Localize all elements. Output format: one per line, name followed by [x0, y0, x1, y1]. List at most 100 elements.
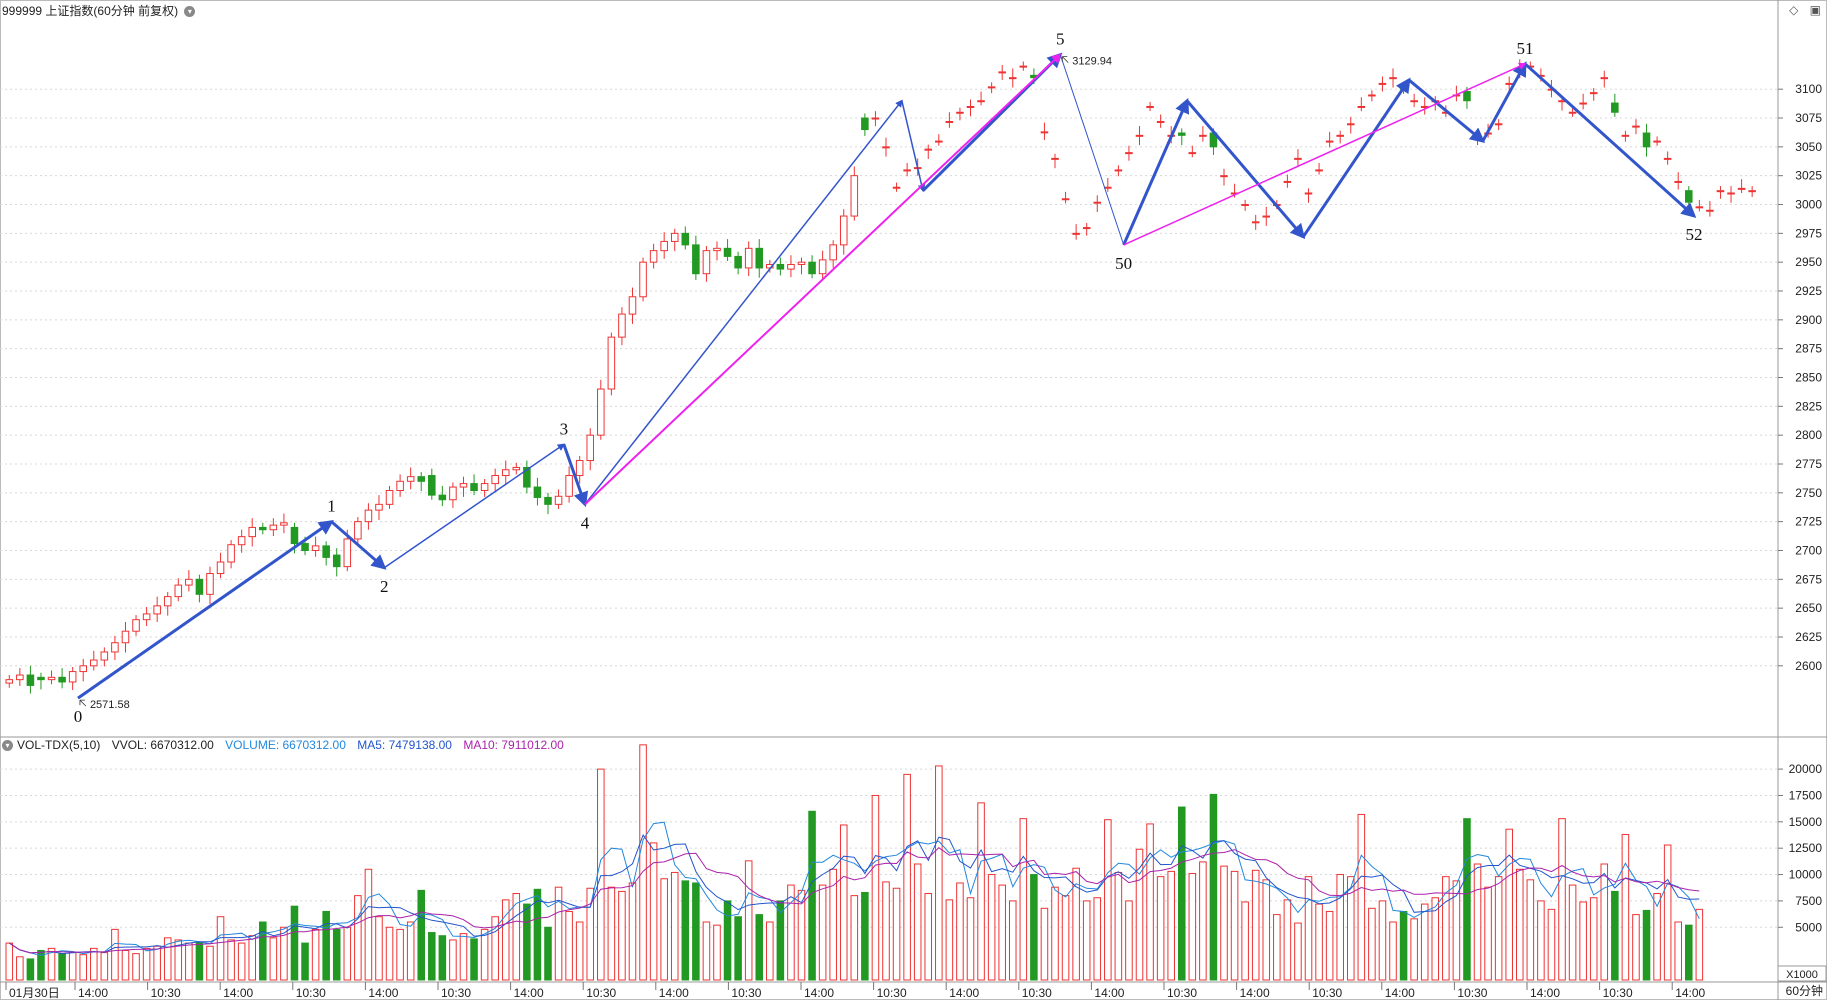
candle[interactable]	[818, 250, 827, 281]
candle[interactable]	[1093, 195, 1102, 213]
volume-bar[interactable]	[829, 868, 837, 981]
candle[interactable]	[47, 670, 56, 685]
volume-bar[interactable]	[100, 952, 109, 981]
volume-bar[interactable]	[385, 926, 394, 981]
candle[interactable]	[649, 243, 658, 269]
candle[interactable]	[396, 474, 404, 497]
candle[interactable]	[512, 462, 521, 475]
period-button[interactable]: 60分钟	[1785, 984, 1823, 998]
volume-bar[interactable]	[216, 916, 225, 981]
candle[interactable]	[586, 428, 595, 471]
candle[interactable]	[1008, 68, 1017, 88]
candle[interactable]	[597, 379, 605, 440]
candle[interactable]	[1336, 130, 1344, 144]
volume-bar[interactable]	[153, 945, 161, 981]
volume-bar[interactable]	[58, 953, 66, 981]
candle[interactable]	[1748, 186, 1756, 198]
volume-bar[interactable]	[1442, 876, 1450, 981]
volume-bar[interactable]	[1336, 874, 1344, 981]
candle[interactable]	[206, 566, 214, 605]
candle[interactable]	[364, 503, 373, 530]
volume-bar[interactable]	[1273, 914, 1281, 981]
candle[interactable]	[174, 578, 183, 602]
volume-bar[interactable]	[491, 916, 499, 981]
volume-bar[interactable]	[713, 924, 721, 981]
volume-bar[interactable]	[776, 900, 785, 981]
volume-bar[interactable]	[639, 744, 647, 981]
candle[interactable]	[850, 166, 859, 221]
candle[interactable]	[998, 64, 1006, 80]
volume-bar[interactable]	[597, 768, 605, 981]
volume-bar[interactable]	[1368, 907, 1376, 981]
candle[interactable]	[428, 468, 436, 500]
volume-bar[interactable]	[459, 933, 468, 981]
volume-bar[interactable]	[1104, 819, 1112, 981]
volume-bar[interactable]	[1019, 818, 1028, 981]
volume-bar[interactable]	[1051, 886, 1059, 981]
chevron-down-icon[interactable]: ▾	[2, 740, 13, 752]
candle[interactable]	[966, 99, 975, 117]
candle[interactable]	[1346, 116, 1355, 134]
candle[interactable]	[68, 666, 77, 691]
volume-bar[interactable]	[554, 886, 563, 981]
candle[interactable]	[935, 134, 943, 146]
candle[interactable]	[354, 517, 362, 546]
volume-bar[interactable]	[681, 880, 690, 981]
candle[interactable]	[1040, 122, 1049, 140]
candle[interactable]	[1600, 70, 1609, 88]
volume-bar[interactable]	[734, 916, 742, 981]
candle[interactable]	[163, 592, 172, 616]
candle[interactable]	[1410, 93, 1418, 108]
volume-bar[interactable]	[1093, 897, 1102, 981]
volume-bar[interactable]	[1674, 921, 1682, 981]
volume-bar[interactable]	[311, 928, 320, 981]
volume-bar[interactable]	[903, 773, 911, 981]
volume-bar[interactable]	[956, 882, 964, 981]
candle[interactable]	[259, 522, 267, 535]
candle[interactable]	[1706, 201, 1714, 217]
candle[interactable]	[861, 113, 869, 136]
volume-bar[interactable]	[692, 882, 700, 981]
candle[interactable]	[58, 668, 66, 689]
candle[interactable]	[618, 307, 626, 346]
volume-bar[interactable]	[364, 868, 373, 981]
volume-bar[interactable]	[987, 874, 996, 981]
volume-bar[interactable]	[68, 952, 77, 981]
volume-bar[interactable]	[913, 863, 922, 981]
candle[interactable]	[311, 536, 320, 557]
volume-bar[interactable]	[449, 939, 457, 981]
volume-bar[interactable]	[501, 899, 510, 981]
volume-bar[interactable]	[861, 891, 869, 981]
volume-bar[interactable]	[259, 921, 267, 981]
candle[interactable]	[153, 596, 161, 622]
volume-bar[interactable]	[723, 900, 732, 981]
volume-bar[interactable]	[1632, 914, 1640, 981]
candle[interactable]	[713, 241, 721, 261]
volume-bar[interactable]	[195, 941, 204, 981]
candle[interactable]	[26, 665, 35, 694]
candle[interactable]	[523, 460, 531, 494]
volume-bar[interactable]	[1505, 828, 1513, 981]
volume-bar[interactable]	[206, 945, 214, 981]
candle[interactable]	[924, 144, 933, 159]
candle[interactable]	[565, 466, 573, 503]
volume-bar[interactable]	[1410, 918, 1418, 981]
candle[interactable]	[375, 495, 383, 520]
candle[interactable]	[1716, 186, 1725, 199]
volume-bar[interactable]	[470, 938, 478, 981]
volume-bar[interactable]	[1600, 863, 1609, 981]
volume-bar[interactable]	[406, 921, 415, 981]
candlestick-series[interactable]	[5, 0, 1763, 694]
volume-bar[interactable]	[839, 824, 848, 981]
candle[interactable]	[1589, 88, 1598, 101]
volume-bar[interactable]	[797, 889, 806, 981]
volume-bar[interactable]	[924, 893, 933, 981]
candle[interactable]	[787, 255, 795, 278]
volume-bar[interactable]	[26, 958, 35, 981]
candle[interactable]	[37, 672, 45, 690]
volume-bar[interactable]	[1579, 901, 1587, 981]
candle[interactable]	[269, 518, 278, 537]
volume-bar[interactable]	[1294, 922, 1302, 981]
volume-bar[interactable]	[1030, 874, 1038, 981]
